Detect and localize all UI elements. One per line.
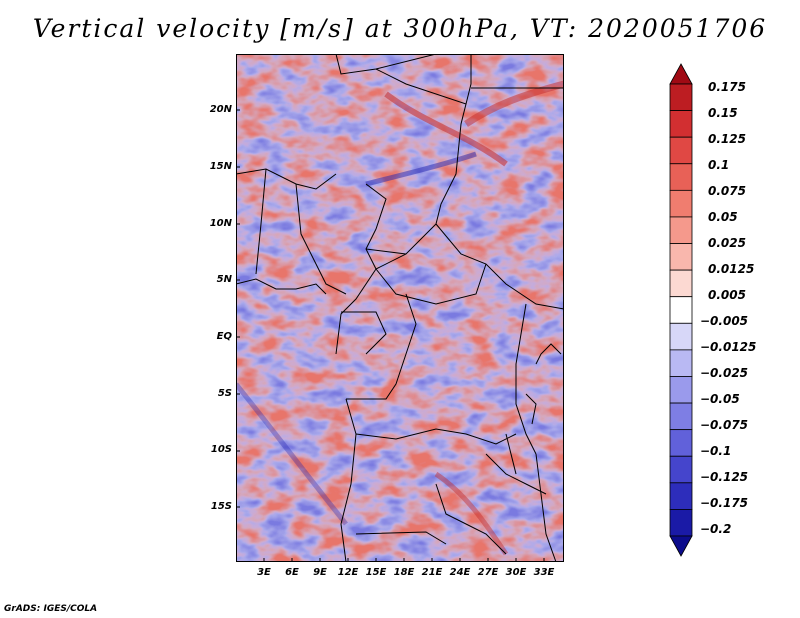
axis-ticks — [236, 109, 545, 562]
colorbar-segment — [669, 482, 693, 510]
lon-label-21e: 21E — [421, 567, 443, 578]
colorbar-label: −0.0125 — [700, 340, 757, 354]
lon-label-24e: 24E — [449, 567, 471, 578]
lon-label-18e: 18E — [393, 567, 415, 578]
field-texture — [236, 54, 564, 562]
vertical-velocity-field — [236, 54, 564, 562]
colorbar-label: −0.125 — [700, 470, 749, 484]
lat-label-10n: 10N — [209, 218, 232, 229]
colorbar-label: 0.05 — [708, 210, 738, 224]
lon-label-3e: 3E — [257, 567, 271, 578]
colorbar-segment — [669, 322, 693, 351]
colorbar-segment — [669, 296, 693, 324]
colorbar-segment — [669, 216, 693, 244]
colorbar-label: 0.1 — [708, 158, 730, 172]
strong-updraft-band — [384, 91, 508, 167]
lat-label-15n: 15N — [209, 161, 232, 172]
colorbar-label: −0.05 — [700, 392, 740, 406]
colorbar-segment — [669, 163, 693, 191]
lon-label-6e: 6E — [285, 567, 299, 578]
lon-label-27e: 27E — [477, 567, 499, 578]
lon-label-33e: 33E — [533, 567, 555, 578]
colorbar-label: −0.005 — [700, 314, 749, 328]
strong-updraft-band — [434, 471, 509, 556]
colorbar-label: 0.0125 — [708, 262, 755, 276]
lat-label-15s: 15S — [210, 501, 232, 512]
lon-label-30e: 30E — [505, 567, 527, 578]
colorbar-segment — [669, 136, 693, 165]
map-panel — [236, 54, 564, 562]
lon-label-9e: 9E — [313, 567, 327, 578]
colorbar-segment — [669, 349, 693, 377]
colorbar — [669, 63, 693, 557]
colorbar-segment — [669, 269, 693, 298]
lon-label-12e: 12E — [337, 567, 359, 578]
colorbar-segment — [669, 429, 693, 457]
colorbar-label: −0.1 — [700, 444, 732, 458]
lat-label-5n: 5N — [216, 274, 232, 285]
lat-label-10s: 10S — [210, 444, 232, 455]
colorbar-segment — [669, 509, 693, 537]
colorbar-segment — [669, 110, 693, 138]
country-borders — [236, 54, 564, 562]
colorbar-label: −0.025 — [700, 366, 749, 380]
colorbar-bottom-arrow — [669, 535, 693, 557]
lat-label-20n: 20N — [209, 104, 232, 115]
colorbar-segment — [669, 243, 693, 271]
credit-text: GrADS: IGES/COLA — [4, 604, 98, 614]
colorbar-label: 0.15 — [708, 106, 738, 120]
colorbar-label: −0.075 — [700, 418, 749, 432]
colorbar-segment — [669, 83, 693, 111]
lat-label-eq: EQ — [216, 331, 232, 342]
colorbar-segment — [669, 455, 693, 484]
colorbar-segment — [669, 402, 693, 431]
strong-downdraft-band — [365, 151, 477, 187]
colorbar-label: −0.175 — [700, 496, 749, 510]
map-frame — [236, 54, 564, 562]
colorbar-segment — [669, 376, 693, 404]
strong-updraft-band — [464, 80, 564, 127]
lat-label-5s: 5S — [217, 388, 232, 399]
strong-downdraft-band — [236, 382, 348, 526]
colorbar-label: 0.175 — [708, 80, 746, 94]
lon-label-15e: 15E — [365, 567, 387, 578]
colorbar-top-arrow — [669, 63, 693, 85]
colorbar-segment — [669, 189, 693, 218]
colorbar-label: −0.2 — [700, 522, 732, 536]
colorbar-label: 0.125 — [708, 132, 746, 146]
colorbar-label: 0.005 — [708, 288, 746, 302]
colorbar-label: 0.025 — [708, 236, 746, 250]
colorbar-label: 0.075 — [708, 184, 746, 198]
chart-title: Vertical velocity [m/s] at 300hPa, VT: 2… — [32, 14, 768, 43]
